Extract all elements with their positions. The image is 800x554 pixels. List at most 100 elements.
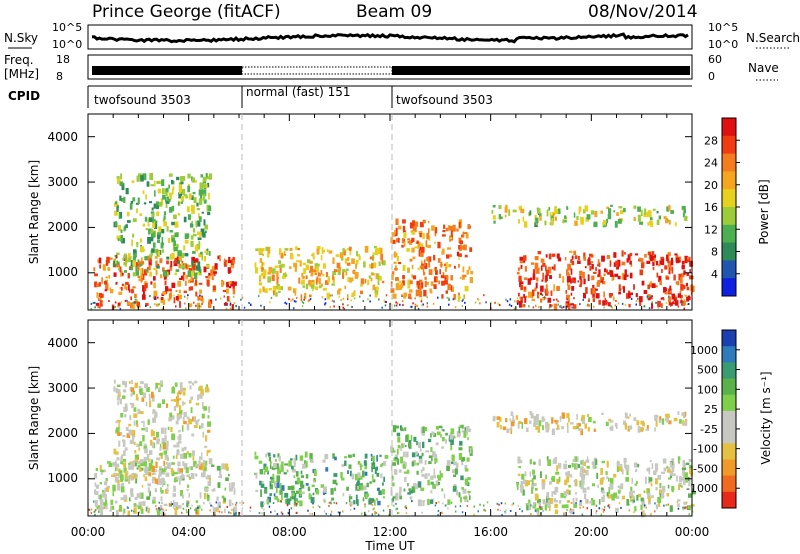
power-echo-cell xyxy=(570,292,573,296)
velocity-echo-cell xyxy=(194,380,198,384)
power-speckle-cell xyxy=(683,307,685,310)
power-echo-cell xyxy=(124,270,127,273)
velocity-echo-cell xyxy=(223,497,226,502)
velocity-echo-cell xyxy=(199,393,203,399)
power-echo-cell xyxy=(188,303,193,308)
velocity-echo-cell xyxy=(542,425,544,431)
power-echo-cell xyxy=(158,201,163,207)
velocity-speckle-cell xyxy=(682,506,684,509)
power-echo-cell xyxy=(168,288,172,292)
velocity-echo-cell xyxy=(431,431,435,436)
power-echo-cell xyxy=(152,221,156,228)
velocity-echo-cell xyxy=(433,433,437,437)
velocity-echo-cell xyxy=(438,425,443,429)
power-echo-cell xyxy=(492,204,496,208)
power-echo-cell xyxy=(619,209,624,215)
power-echo-region xyxy=(113,173,213,279)
power-echo-cell xyxy=(542,263,546,267)
power-echo-cell xyxy=(141,275,143,282)
power-echo-cell xyxy=(403,232,407,238)
velocity-echo-cell xyxy=(342,492,345,497)
velocity-echo-cell xyxy=(359,483,363,487)
velocity-speckle-cell xyxy=(96,506,99,509)
velocity-speckle-cell xyxy=(595,510,598,512)
power-echo-cell xyxy=(346,262,351,266)
power-echo-cell xyxy=(651,283,656,288)
x-tick-label: 00:00 xyxy=(675,525,710,539)
power-speckle-cell xyxy=(149,306,152,309)
power-echo-cell xyxy=(166,271,169,277)
velocity-echo-cell xyxy=(580,460,584,465)
velocity-echo-cell xyxy=(549,497,554,505)
velocity-speckle-cell xyxy=(575,502,577,504)
power-echo-cell xyxy=(114,202,116,207)
power-panel-frame xyxy=(87,113,693,311)
power-echo-cell xyxy=(309,265,314,272)
velocity-echo-cell xyxy=(625,464,630,472)
velocity-echo-cell xyxy=(424,460,427,465)
power-echo-cell xyxy=(614,273,619,277)
power-echo-cell xyxy=(326,249,329,253)
velocity-speckle-cell xyxy=(603,509,605,511)
power-echo-cell xyxy=(162,299,166,305)
power-speckle-cell xyxy=(232,295,235,298)
velocity-echo-cell xyxy=(313,477,316,481)
velocity-echo-cell xyxy=(582,459,585,466)
power-speckle-cell xyxy=(94,301,96,304)
power-echo-cell xyxy=(659,280,662,286)
power-echo-cell xyxy=(117,224,121,231)
power-echo-cell xyxy=(592,287,596,294)
power-speckle-cell xyxy=(187,294,189,297)
velocity-speckle-cell xyxy=(93,510,96,513)
velocity-echo-cell xyxy=(611,493,615,501)
power-echo-cell xyxy=(520,296,523,304)
velocity-echo-cell xyxy=(525,503,528,506)
velocity-echo-cell xyxy=(323,486,327,493)
velocity-echo-cell xyxy=(119,470,123,474)
velocity-echo-cell xyxy=(665,413,669,418)
power-echo-cell xyxy=(412,226,417,233)
velocity-speckle-cell xyxy=(461,511,464,514)
velocity-echo-cell xyxy=(135,458,139,463)
power-echo-cell xyxy=(368,275,371,279)
velocity-echo-cell xyxy=(458,447,463,451)
power-echo-cell xyxy=(450,285,453,292)
power-echo-cell xyxy=(314,272,318,275)
velocity-echo-cell xyxy=(178,429,181,433)
velocity-echo-cell xyxy=(580,484,584,490)
velocity-echo-cell xyxy=(183,420,187,425)
velocity-echo-cell xyxy=(591,497,594,501)
power-echo-cell xyxy=(668,205,671,211)
velocity-echo-cell xyxy=(682,467,687,470)
velocity-echo-cell xyxy=(198,425,201,430)
power-echo-cell xyxy=(651,251,655,255)
power-echo-cell xyxy=(168,173,173,177)
velocity-speckle-cell xyxy=(569,508,572,511)
velocity-speckle-cell xyxy=(155,505,157,508)
velocity-echo-cell xyxy=(183,465,186,470)
power-speckle-cell xyxy=(670,304,672,307)
power-echo-cell xyxy=(342,272,344,279)
velocity-echo-cell xyxy=(613,473,617,478)
power-echo-cell xyxy=(116,206,119,212)
velocity-echo-cell xyxy=(271,466,276,470)
velocity-speckle-cell xyxy=(620,506,622,509)
velocity-echo-cell xyxy=(643,490,646,493)
velocity-echo-cell xyxy=(143,420,145,428)
velocity-echo-cell xyxy=(441,437,445,442)
velocity-echo-cell xyxy=(208,406,211,413)
power-speckle-cell xyxy=(557,303,560,306)
power-echo-cell xyxy=(435,270,438,275)
velocity-speckle-cell xyxy=(501,513,503,516)
velocity-plot-area xyxy=(87,320,696,518)
velocity-speckle-cell xyxy=(393,504,395,507)
velocity-speckle-cell xyxy=(126,506,129,509)
power-echo-cell xyxy=(305,283,309,290)
power-echo-cell xyxy=(180,252,185,258)
velocity-speckle-cell xyxy=(404,506,407,509)
power-ytick-2000: 2000 xyxy=(47,220,78,234)
velocity-echo-cell xyxy=(268,452,271,457)
velocity-echo-cell xyxy=(567,425,569,433)
power-echo-cell xyxy=(521,281,524,285)
